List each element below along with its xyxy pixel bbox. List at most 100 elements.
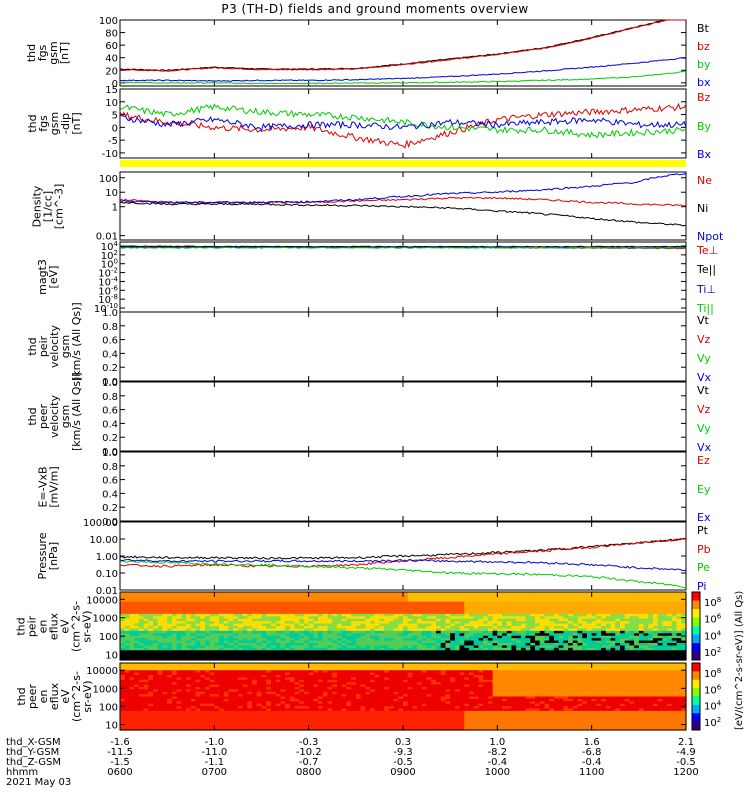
spectrogram-cell [190, 679, 197, 683]
spectrogram-cell [214, 604, 220, 608]
spectrogram-cell [148, 672, 154, 676]
spectrogram-cell [403, 628, 409, 632]
spectrogram-cell [464, 652, 470, 656]
spectrogram-cell [120, 640, 126, 644]
spectrogram-cell [261, 594, 267, 598]
spectrogram-cell [676, 611, 682, 615]
spectrogram-cell [143, 635, 149, 639]
spectrogram-cell [563, 623, 569, 627]
spectrogram-cell [294, 710, 300, 714]
spectrogram-cell [138, 655, 145, 659]
spectrogram-cell [134, 621, 140, 625]
spectrogram-cell [624, 592, 630, 596]
spectrogram-cell [303, 663, 310, 666]
spectrogram-cell [162, 657, 168, 661]
spectrogram-cell [426, 594, 432, 598]
spectrogram-cell [473, 594, 480, 598]
spectrogram-cell [469, 626, 475, 630]
spectrogram-cell [153, 594, 159, 598]
spectrogram-cell [553, 640, 560, 644]
spectrogram-cell [237, 630, 244, 634]
spectrogram-cell [577, 592, 583, 596]
spectrogram-cell [266, 633, 272, 637]
spectrogram-cell [256, 677, 263, 681]
spectrogram-cell [492, 599, 498, 603]
spectrogram-cell [120, 727, 126, 731]
spectrogram-cell [502, 630, 508, 634]
spectrogram-cell [162, 720, 168, 724]
spectrogram-cell [412, 604, 418, 608]
spectrogram-cell [181, 725, 187, 729]
spectrogram-cell [252, 638, 258, 642]
spectrogram-cell [233, 652, 239, 656]
spectrogram-cell [586, 592, 593, 596]
spectrogram-cell [261, 616, 267, 620]
spectrogram-cell [648, 643, 654, 647]
spectrogram-cell [266, 643, 272, 647]
spectrogram-cell [280, 652, 286, 656]
spectrogram-cell [171, 638, 178, 642]
spectrogram-cell [252, 599, 258, 603]
spectrogram-cell [506, 616, 513, 620]
spectrogram-cell [200, 647, 206, 651]
page-title: P3 (TH-D) fields and ground moments over… [221, 2, 529, 16]
spectrogram-cell [577, 628, 583, 632]
spectrogram-cell [228, 611, 234, 615]
spectrogram-cell [294, 594, 300, 598]
spectrogram-cell [497, 604, 503, 608]
spectrogram-cell [275, 652, 281, 656]
spectrogram-cell [601, 606, 607, 610]
spectrogram-cell [138, 613, 145, 617]
spectrogram-cell [233, 618, 239, 622]
spectrogram-cell [530, 604, 536, 608]
spectrogram-cell [294, 708, 300, 712]
spectrogram-cell [643, 645, 649, 649]
spectrogram-cell [294, 686, 300, 690]
spectrogram-cell [360, 638, 366, 642]
spectrogram-cell [167, 611, 173, 615]
spectrogram-cell [270, 618, 277, 622]
spectrogram-cell [544, 618, 550, 622]
spectrogram-cell [313, 621, 319, 625]
spectrogram-cell [275, 727, 281, 731]
spectrogram-cell [157, 613, 164, 617]
spectrogram-cell [322, 640, 329, 644]
spectrogram-cell [332, 696, 338, 700]
spectrogram-cell [572, 643, 579, 647]
spectrogram-cell [190, 722, 197, 726]
spectrogram-cell [624, 606, 630, 610]
spectrogram-cell [535, 609, 541, 613]
spectrogram-cell [247, 604, 253, 608]
spectrogram-cell [582, 628, 588, 632]
spectrogram-cell [162, 611, 168, 615]
spectrogram-cell [289, 616, 296, 620]
spectrogram-cell [601, 638, 607, 642]
spectrogram-cell [167, 672, 173, 676]
y-tick-label: 1000 [93, 614, 118, 625]
spectrogram-cell [200, 670, 206, 674]
spectrogram-cell [346, 626, 352, 630]
spectrogram-cell [464, 604, 470, 608]
spectrogram-cell [204, 665, 211, 669]
spectrogram-cell [204, 679, 211, 683]
spectrogram-cell [440, 655, 447, 659]
spectrogram-cell [346, 606, 352, 610]
spectrogram-cell [285, 663, 291, 666]
spectrogram-cell [124, 616, 131, 620]
spectrogram-cell [341, 689, 347, 693]
spectrogram-cell [303, 596, 310, 600]
spectrogram-cell [299, 686, 305, 690]
spectrogram-cell [469, 611, 475, 615]
spectrogram-cell [299, 657, 305, 661]
spectrogram-cell [190, 630, 197, 634]
spectrogram-cell [572, 594, 579, 598]
spectrogram-cell [266, 650, 272, 654]
y-tick-label: 10-10 [94, 302, 118, 315]
spectrogram-cell [535, 650, 541, 654]
spectrogram-cell [252, 718, 258, 722]
spectrogram-cell [662, 638, 668, 642]
spectrogram-cell [153, 655, 159, 659]
spectrogram-cell [124, 684, 131, 688]
spectrogram-cell [582, 609, 588, 613]
spectrogram-cell [398, 596, 404, 600]
